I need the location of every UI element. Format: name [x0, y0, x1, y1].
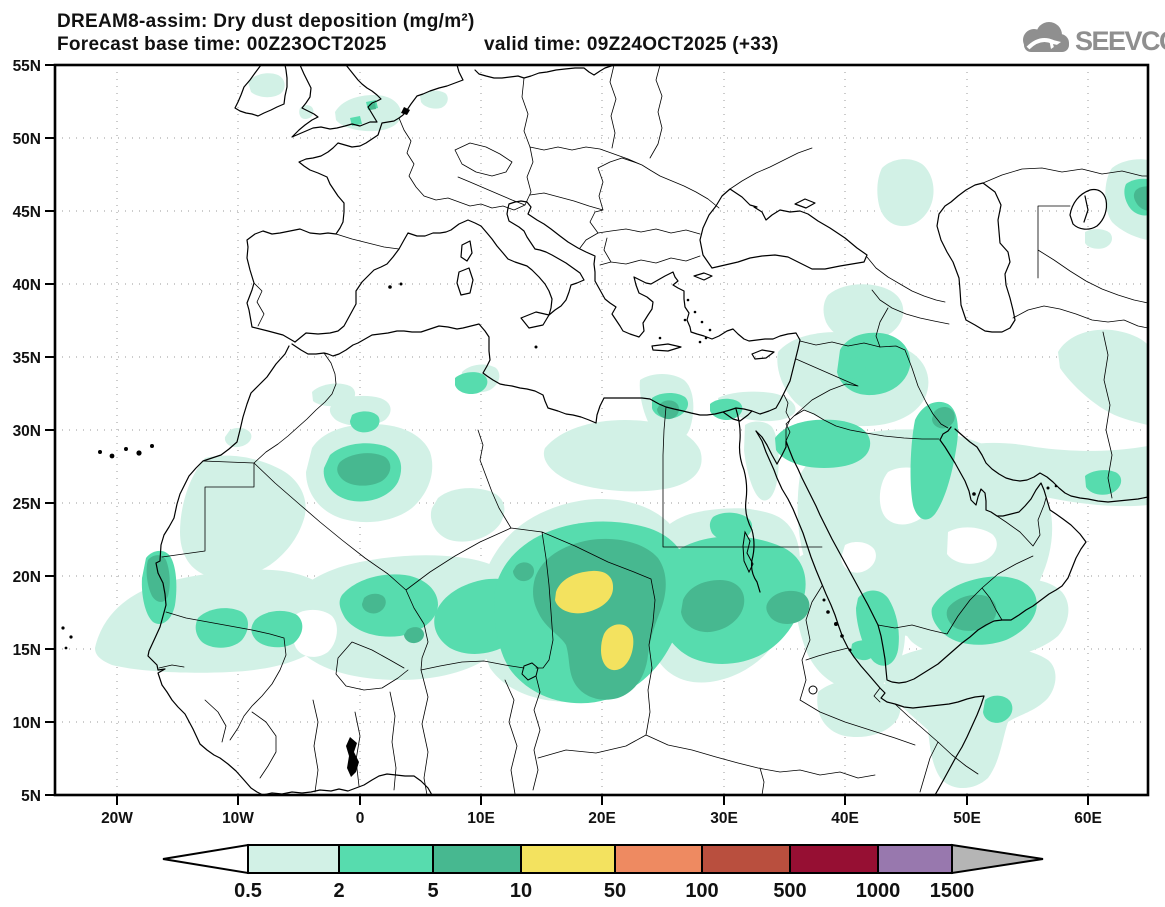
cloud-icon	[1023, 22, 1069, 52]
lon-label: 10E	[467, 810, 495, 827]
logo-text: SEEVCCC	[1075, 26, 1165, 56]
lat-axis-labels: 55N 50N 45N 40N 35N 30N 25N 20N 15N 10N …	[13, 58, 41, 805]
legend-value: 0.5	[234, 880, 262, 902]
lon-label: 20W	[101, 810, 133, 827]
lon-label: 20E	[588, 810, 616, 827]
legend-value: 100	[685, 880, 718, 902]
legend-segment-3	[520, 844, 616, 874]
legend-value: 10	[510, 880, 532, 902]
islands-and-lakes	[61, 107, 1058, 777]
lon-label: 10W	[222, 810, 254, 827]
legend-segment-2	[432, 844, 522, 874]
lat-label: 35N	[13, 350, 41, 367]
lat-label: 10N	[13, 715, 41, 732]
lon-label: 60E	[1074, 810, 1102, 827]
legend-segment-4	[614, 844, 703, 874]
map-title: DREAM8-assim: Dry dust deposition (mg/m²…	[57, 11, 475, 32]
lat-label: 25N	[13, 496, 41, 513]
color-scale-legend: 0.5 2 5 10 50 100 500 1000 1500	[162, 843, 1044, 902]
legend-value: 2	[333, 880, 344, 902]
lon-label: 30E	[710, 810, 738, 827]
axis-ticks	[45, 64, 1089, 805]
legend-segment-0	[247, 844, 340, 874]
legend-value-labels: 0.5 2 5 10 50 100 500 1000 1500	[234, 880, 974, 902]
lat-label: 15N	[13, 642, 41, 659]
lon-label: 40E	[831, 810, 859, 827]
legend-value: 1000	[856, 880, 901, 902]
legend-segment-6	[789, 844, 879, 874]
lon-label: 50E	[953, 810, 981, 827]
lat-label: 40N	[13, 277, 41, 294]
lon-axis-labels: 20W 10W 0 10E 20E 30E 40E 50E 60E	[101, 810, 1102, 827]
legend-value: 5	[427, 880, 438, 902]
lat-label: 20N	[13, 569, 41, 586]
legend-value: 50	[604, 880, 626, 902]
legend-arrow-right	[951, 843, 1044, 875]
valid-time: valid time: 09Z24OCT2025 (+33)	[484, 34, 779, 55]
legend-value: 1500	[930, 880, 975, 902]
legend-value: 500	[773, 880, 806, 902]
legend-segment-1	[338, 844, 434, 874]
lat-label: 50N	[13, 131, 41, 148]
dust-contours-level4	[555, 570, 634, 671]
lat-label: 45N	[13, 204, 41, 221]
coastlines	[147, 65, 1148, 795]
legend-segment-5	[701, 844, 791, 874]
legend-segment-7	[877, 844, 953, 874]
seevccc-logo: SEEVCCC	[1023, 22, 1165, 56]
lat-label: 5N	[21, 788, 41, 805]
lon-label: 0	[356, 810, 365, 827]
legend-arrow-left	[162, 843, 249, 875]
lat-label: 55N	[13, 58, 41, 75]
country-borders	[158, 65, 1148, 795]
lat-label: 30N	[13, 423, 41, 440]
forecast-base-time: Forecast base time: 00Z23OCT2025	[57, 34, 387, 55]
